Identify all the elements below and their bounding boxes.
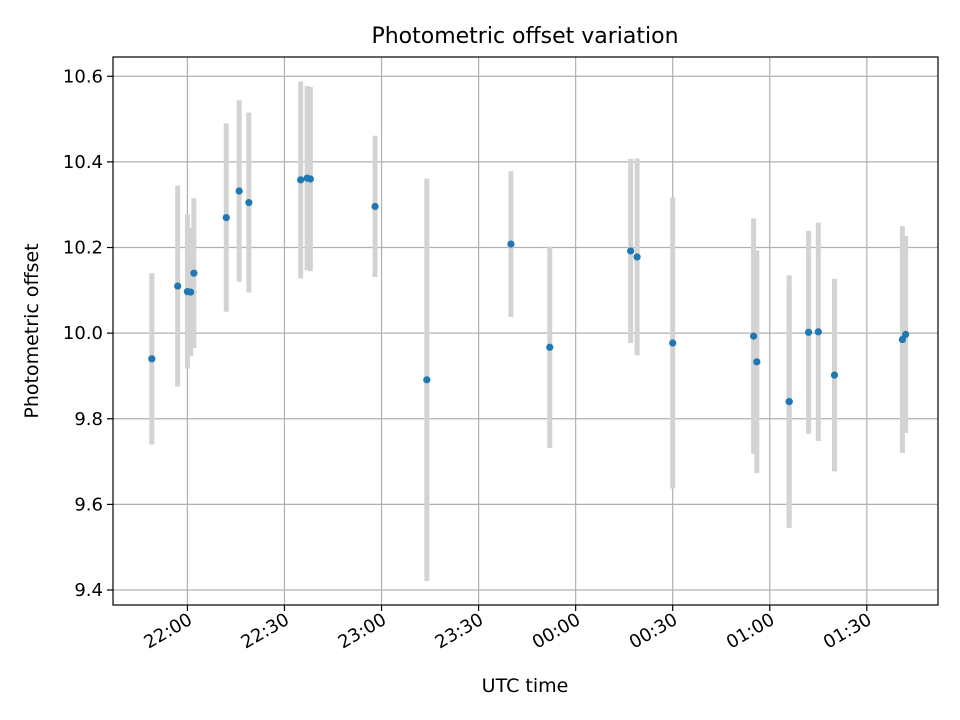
data-point — [235, 187, 243, 195]
data-point — [190, 269, 198, 277]
data-point — [148, 355, 156, 363]
data-point — [423, 376, 431, 384]
data-point — [785, 398, 793, 406]
data-point — [804, 328, 813, 336]
y-axis: 9.4 9.6 9.8 10.0 10.2 10.4 10.6 — [63, 66, 113, 601]
chart-title: Photometric offset variation — [371, 24, 678, 49]
y-tick-label: 10.2 — [63, 238, 103, 259]
y-tick-label: 9.6 — [74, 494, 103, 515]
plot-frame — [112, 56, 939, 606]
data-point — [633, 253, 641, 261]
data-point — [222, 213, 230, 222]
data-point — [753, 358, 761, 366]
data-point — [306, 175, 314, 183]
y-tick-label: 10.6 — [63, 66, 103, 87]
data-point — [371, 202, 379, 211]
data-point — [174, 282, 182, 290]
data-point — [297, 176, 305, 184]
data-point — [507, 240, 515, 248]
grid — [113, 57, 938, 605]
data-point — [546, 343, 554, 351]
data-point — [187, 288, 195, 296]
y-tick-label: 10.4 — [63, 152, 103, 173]
y-tick-label: 9.8 — [74, 409, 103, 430]
data-point — [245, 198, 253, 207]
data-point — [627, 247, 635, 255]
data-point — [902, 330, 910, 339]
data-point — [749, 332, 758, 340]
data-point — [814, 328, 822, 336]
data-point — [669, 339, 677, 347]
x-axis-label: UTC time — [482, 675, 569, 697]
data-point — [830, 371, 839, 379]
y-tick-label: 9.4 — [74, 580, 103, 601]
y-axis-label: Photometric offset — [21, 243, 43, 418]
y-tick-label: 10.0 — [63, 323, 103, 344]
data-point — [898, 335, 907, 344]
data-points — [148, 174, 910, 406]
